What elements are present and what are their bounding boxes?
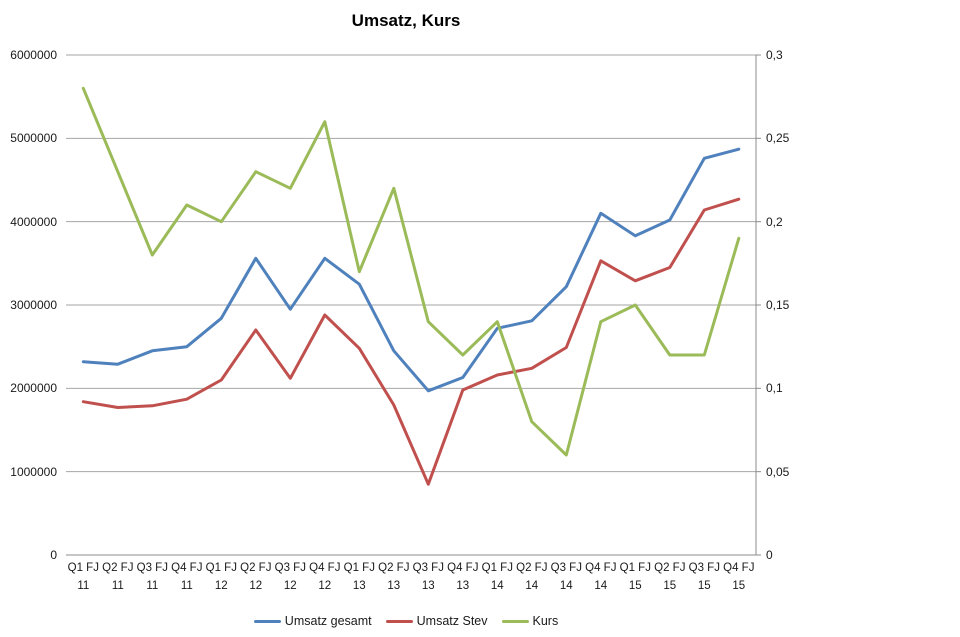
legend-label: Umsatz gesamt bbox=[284, 614, 372, 628]
legend-line-swatch-blue bbox=[253, 619, 281, 623]
legend-line-swatch-green bbox=[501, 619, 529, 623]
series-line-umsatz-stev[interactable] bbox=[81, 197, 741, 486]
legend-line-swatch-red bbox=[385, 619, 413, 623]
chart-title: Umsatz, Kurs bbox=[351, 11, 461, 30]
legend-item-umsatz-gesamt[interactable]: Umsatz gesamt bbox=[253, 614, 372, 628]
series-line-kurs[interactable] bbox=[81, 86, 741, 457]
legend: Umsatz gesamt Umsatz Stev Kurs bbox=[0, 612, 812, 630]
legend-item-kurs[interactable]: Kurs bbox=[501, 614, 559, 628]
series-line-umsatz-gesamt[interactable] bbox=[81, 147, 741, 393]
legend-label: Kurs bbox=[532, 614, 559, 628]
legend-item-umsatz-stev[interactable]: Umsatz Stev bbox=[385, 614, 488, 628]
legend-label: Umsatz Stev bbox=[416, 614, 488, 628]
